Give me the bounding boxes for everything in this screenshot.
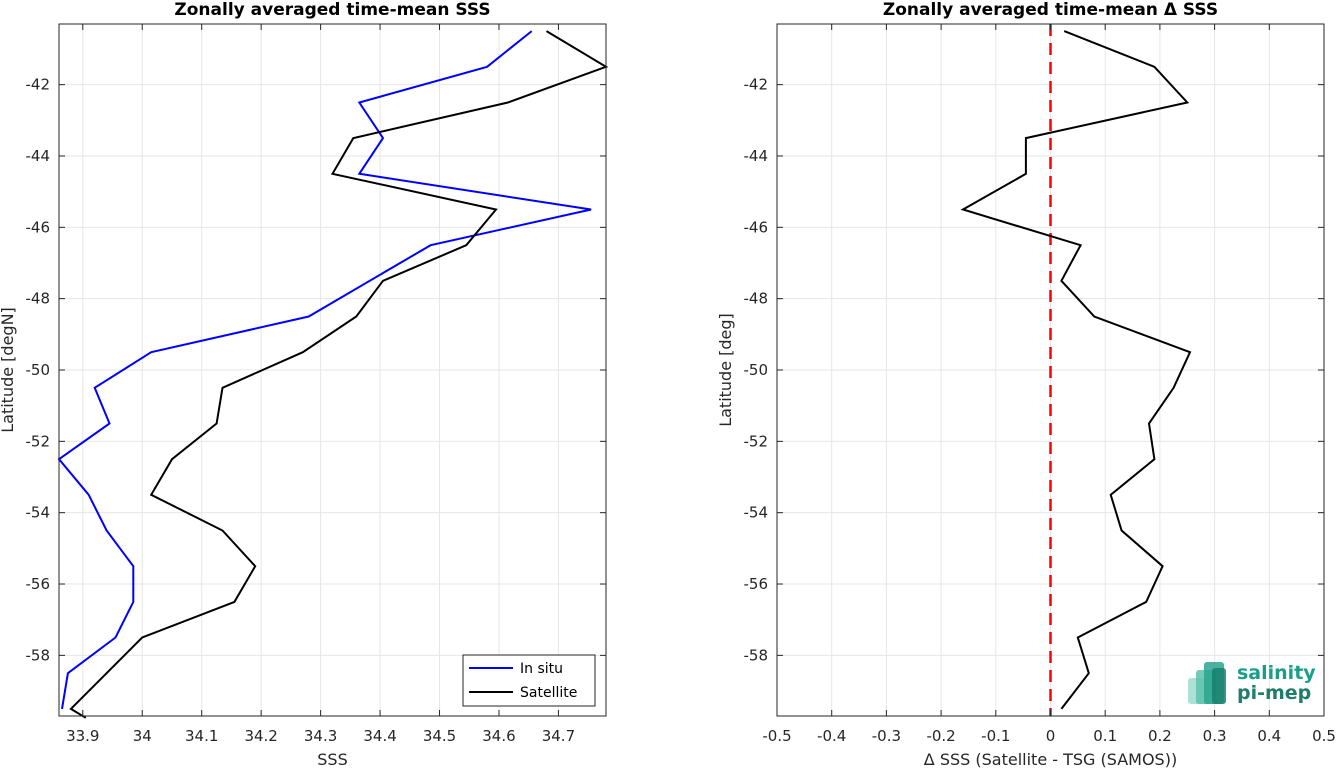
y-tick-label: -44: [26, 147, 51, 165]
logo-wave-icon: [1188, 662, 1226, 704]
y-tick-label: -42: [26, 76, 51, 94]
sss-x-axis-label: SSS: [317, 750, 347, 769]
x-tick-label: -0.3: [872, 727, 901, 745]
delta-sss-x-axis-label: Δ SSS (Satellite - TSG (SAMOS)): [924, 750, 1177, 769]
y-tick-label: -42: [744, 76, 769, 94]
y-tick-label: -56: [26, 575, 51, 593]
y-tick-label: -50: [744, 361, 769, 379]
y-tick-label: -48: [744, 290, 769, 308]
x-tick-label: 0.1: [1093, 727, 1117, 745]
sss-y-axis-label: Latitude [degN]: [0, 307, 17, 433]
x-tick-label: 34.2: [244, 727, 277, 745]
x-tick-label: 34.1: [185, 727, 218, 745]
x-tick-label: -0.2: [926, 727, 955, 745]
y-tick-label: -52: [26, 432, 51, 450]
logo-wave-bar: [1212, 668, 1226, 704]
x-tick-label: 0.4: [1257, 727, 1281, 745]
y-tick-label: -50: [26, 361, 51, 379]
delta-sss-panel: -0.5 -0.4 -0.3 -0.2 -0.1 0 0.1 0.2 0.3 0.4 0.5 -42 -…: [716, 0, 1336, 769]
series-line-delta-sss: [960, 30, 1192, 710]
y-tick-label: -54: [26, 504, 51, 522]
series-line-satellite: [69, 30, 609, 719]
logo-text-pi-mep: pi-mep: [1237, 682, 1311, 704]
x-tick-label: -0.5: [762, 727, 791, 745]
x-tick-label: 34.4: [363, 727, 396, 745]
x-tick-label: -0.4: [817, 727, 846, 745]
x-tick-label: 0.2: [1148, 727, 1172, 745]
x-tick-label: 0.5: [1312, 727, 1336, 745]
x-tick-label: 34: [133, 727, 152, 745]
delta-sss-series-group: [960, 30, 1192, 710]
y-tick-label: -56: [744, 575, 769, 593]
x-tick-label: 0: [1046, 727, 1056, 745]
x-tick-label: -0.1: [981, 727, 1010, 745]
y-tick-label: -58: [744, 646, 769, 664]
y-tick-label: -46: [744, 218, 769, 236]
legend-label-in-situ: In situ: [520, 661, 563, 677]
y-tick-label: -58: [26, 646, 51, 664]
salinity-pi-mep-logo: salinity pi-mep: [1188, 662, 1316, 704]
legend-box: [462, 654, 596, 707]
delta-sss-chart-title: Zonally averaged time-mean Δ SSS: [883, 0, 1218, 20]
legend-label-satellite: Satellite: [520, 685, 577, 701]
sss-chart-title: Zonally averaged time-mean SSS: [174, 0, 490, 20]
logo-text-salinity: salinity: [1237, 662, 1316, 684]
x-tick-label: 34.7: [542, 727, 575, 745]
x-tick-label: 34.6: [482, 727, 515, 745]
y-tick-label: -44: [744, 147, 769, 165]
x-tick-label: 0.3: [1203, 727, 1227, 745]
sss-panel: 33.9 34 34.1 34.2 34.3 34.4 34.5 34.6 34.7 -42 -44…: [0, 0, 609, 769]
y-tick-label: -54: [744, 504, 769, 522]
sss-legend: In situ Satellite: [462, 654, 596, 707]
series-line-in-situ: [57, 30, 592, 710]
x-tick-label: 34.3: [304, 727, 337, 745]
delta-sss-ticks: -0.5 -0.4 -0.3 -0.2 -0.1 0 0.1 0.2 0.3 0.4 0.5 -42 -…: [744, 24, 1336, 745]
y-tick-label: -46: [26, 218, 51, 236]
sss-grid: [59, 24, 606, 716]
x-tick-label: 34.5: [423, 727, 456, 745]
sss-ticks: 33.9 34 34.1 34.2 34.3 34.4 34.5 34.6 34.7 -42 -44…: [26, 24, 606, 745]
y-tick-label: -52: [744, 432, 769, 450]
x-tick-label: 33.9: [66, 727, 99, 745]
y-tick-label: -48: [26, 290, 51, 308]
delta-sss-y-axis-label: Latitude [deg]: [716, 313, 735, 427]
sss-series-group: [57, 30, 609, 719]
